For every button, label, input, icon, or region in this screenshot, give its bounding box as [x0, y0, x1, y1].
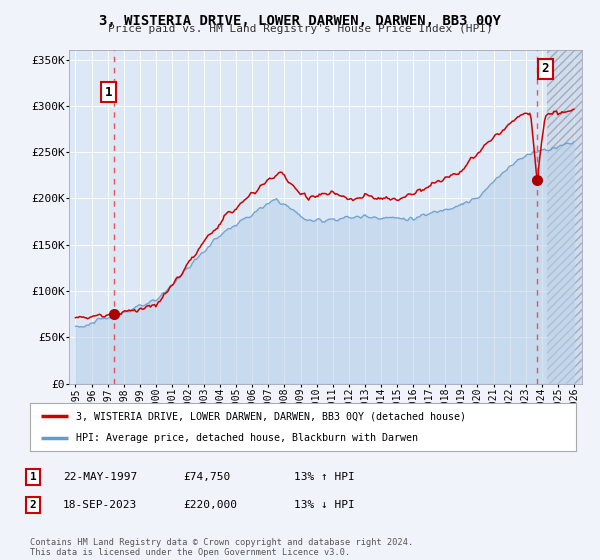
Text: £74,750: £74,750	[183, 472, 230, 482]
Text: 3, WISTERIA DRIVE, LOWER DARWEN, DARWEN, BB3 0QY: 3, WISTERIA DRIVE, LOWER DARWEN, DARWEN,…	[99, 14, 501, 28]
Text: 3, WISTERIA DRIVE, LOWER DARWEN, DARWEN, BB3 0QY (detached house): 3, WISTERIA DRIVE, LOWER DARWEN, DARWEN,…	[76, 411, 466, 421]
Text: 13% ↑ HPI: 13% ↑ HPI	[294, 472, 355, 482]
Text: Price paid vs. HM Land Registry's House Price Index (HPI): Price paid vs. HM Land Registry's House …	[107, 24, 493, 34]
Text: 1: 1	[29, 472, 37, 482]
Text: 18-SEP-2023: 18-SEP-2023	[63, 500, 137, 510]
Text: 13% ↓ HPI: 13% ↓ HPI	[294, 500, 355, 510]
Text: 22-MAY-1997: 22-MAY-1997	[63, 472, 137, 482]
Text: 2: 2	[541, 62, 549, 76]
Bar	[547, 50, 582, 384]
Text: £220,000: £220,000	[183, 500, 237, 510]
Text: Contains HM Land Registry data © Crown copyright and database right 2024.
This d: Contains HM Land Registry data © Crown c…	[30, 538, 413, 557]
Text: HPI: Average price, detached house, Blackburn with Darwen: HPI: Average price, detached house, Blac…	[76, 433, 418, 443]
Text: 2: 2	[29, 500, 37, 510]
Text: 1: 1	[105, 86, 113, 99]
